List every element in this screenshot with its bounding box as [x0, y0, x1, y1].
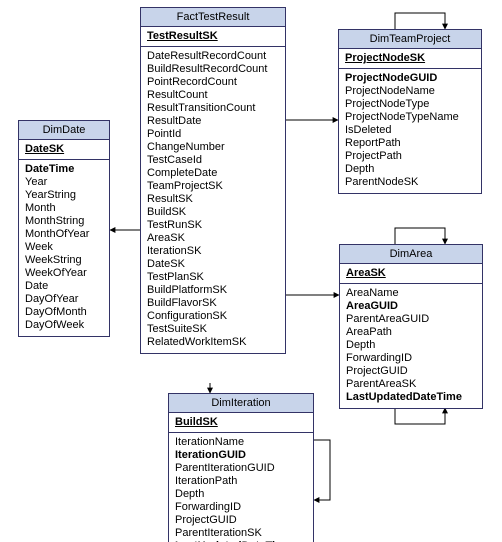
entity-key: ProjectNodeSK — [339, 49, 481, 69]
field-row: ParentNodeSK — [345, 176, 475, 189]
field-row: DateTime — [25, 163, 103, 176]
field-row: IterationPath — [175, 475, 307, 488]
field-row: Depth — [175, 488, 307, 501]
field-row: ResultSK — [147, 193, 279, 206]
field-row: ProjectGUID — [346, 365, 476, 378]
field-row: WeekString — [25, 254, 103, 267]
field-row: ParentIterationGUID — [175, 462, 307, 475]
field-row: BuildSK — [147, 206, 279, 219]
entity-fact-test-result: FactTestResult TestResultSK DateResultRe… — [140, 7, 286, 354]
field-row: ChangeNumber — [147, 141, 279, 154]
field-row: IterationSK — [147, 245, 279, 258]
entity-fields: ProjectNodeGUIDProjectNodeNameProjectNod… — [339, 69, 481, 193]
field-row: Depth — [346, 339, 476, 352]
field-row: DayOfMonth — [25, 306, 103, 319]
field-row: TestRunSK — [147, 219, 279, 232]
entity-key: DateSK — [19, 140, 109, 160]
field-row: ParentAreaSK — [346, 378, 476, 391]
field-row: BuildResultRecordCount — [147, 63, 279, 76]
field-row: Depth — [345, 163, 475, 176]
field-row: AreaPath — [346, 326, 476, 339]
entity-dim-date: DimDate DateSK DateTimeYearYearStringMon… — [18, 120, 110, 337]
entity-key: BuildSK — [169, 413, 313, 433]
field-row: DateResultRecordCount — [147, 50, 279, 63]
field-row: ConfigurationSK — [147, 310, 279, 323]
field-row: ResultDate — [147, 115, 279, 128]
field-row: Year — [25, 176, 103, 189]
entity-fields: DateResultRecordCountBuildResultRecordCo… — [141, 47, 285, 353]
field-row: TestCaseId — [147, 154, 279, 167]
entity-title: FactTestResult — [141, 8, 285, 27]
entity-dim-team-project: DimTeamProject ProjectNodeSK ProjectNode… — [338, 29, 482, 194]
field-row: DayOfWeek — [25, 319, 103, 332]
field-row: ProjectNodeType — [345, 98, 475, 111]
field-row: ParentIterationSK — [175, 527, 307, 540]
entity-dim-iteration: DimIteration BuildSK IterationNameIterat… — [168, 393, 314, 542]
entity-title: DimIteration — [169, 394, 313, 413]
field-row: ForwardingID — [175, 501, 307, 514]
field-row: WeekOfYear — [25, 267, 103, 280]
entity-fields: DateTimeYearYearStringMonthMonthStringMo… — [19, 160, 109, 336]
entity-key: AreaSK — [340, 264, 482, 284]
field-row: AreaSK — [147, 232, 279, 245]
edge-teamproject-self — [395, 13, 445, 29]
field-row: TestSuiteSK — [147, 323, 279, 336]
entity-key: TestResultSK — [141, 27, 285, 47]
field-row: IterationName — [175, 436, 307, 449]
edge-area-self-top — [395, 228, 445, 244]
edge-area-self-bottom — [395, 408, 445, 424]
field-row: ForwardingID — [346, 352, 476, 365]
field-row: YearString — [25, 189, 103, 202]
field-row: DayOfYear — [25, 293, 103, 306]
field-row: ParentAreaGUID — [346, 313, 476, 326]
field-row: BuildFlavorSK — [147, 297, 279, 310]
field-row: DateSK — [147, 258, 279, 271]
entity-fields: IterationNameIterationGUIDParentIteratio… — [169, 433, 313, 542]
entity-fields: AreaNameAreaGUIDParentAreaGUIDAreaPathDe… — [340, 284, 482, 408]
entity-title: DimDate — [19, 121, 109, 140]
field-row: ProjectNodeTypeName — [345, 111, 475, 124]
field-row: BuildPlatformSK — [147, 284, 279, 297]
entity-dim-area: DimArea AreaSK AreaNameAreaGUIDParentAre… — [339, 244, 483, 409]
field-row: MonthString — [25, 215, 103, 228]
field-row: IsDeleted — [345, 124, 475, 137]
field-row: AreaGUID — [346, 300, 476, 313]
field-row: ResultTransitionCount — [147, 102, 279, 115]
field-row: ProjectNodeName — [345, 85, 475, 98]
field-row: ProjectPath — [345, 150, 475, 163]
field-row: IterationGUID — [175, 449, 307, 462]
field-row: TestPlanSK — [147, 271, 279, 284]
field-row: Date — [25, 280, 103, 293]
field-row: Week — [25, 241, 103, 254]
field-row: TeamProjectSK — [147, 180, 279, 193]
field-row: ProjectGUID — [175, 514, 307, 527]
field-row: LastUpdatedDateTime — [346, 391, 476, 404]
field-row: PointId — [147, 128, 279, 141]
field-row: RelatedWorkItemSK — [147, 336, 279, 349]
field-row: ProjectNodeGUID — [345, 72, 475, 85]
entity-title: DimTeamProject — [339, 30, 481, 49]
field-row: Month — [25, 202, 103, 215]
edge-iteration-self — [314, 440, 330, 500]
field-row: CompleteDate — [147, 167, 279, 180]
field-row: PointRecordCount — [147, 76, 279, 89]
field-row: ReportPath — [345, 137, 475, 150]
entity-title: DimArea — [340, 245, 482, 264]
field-row: MonthOfYear — [25, 228, 103, 241]
field-row: ResultCount — [147, 89, 279, 102]
field-row: AreaName — [346, 287, 476, 300]
